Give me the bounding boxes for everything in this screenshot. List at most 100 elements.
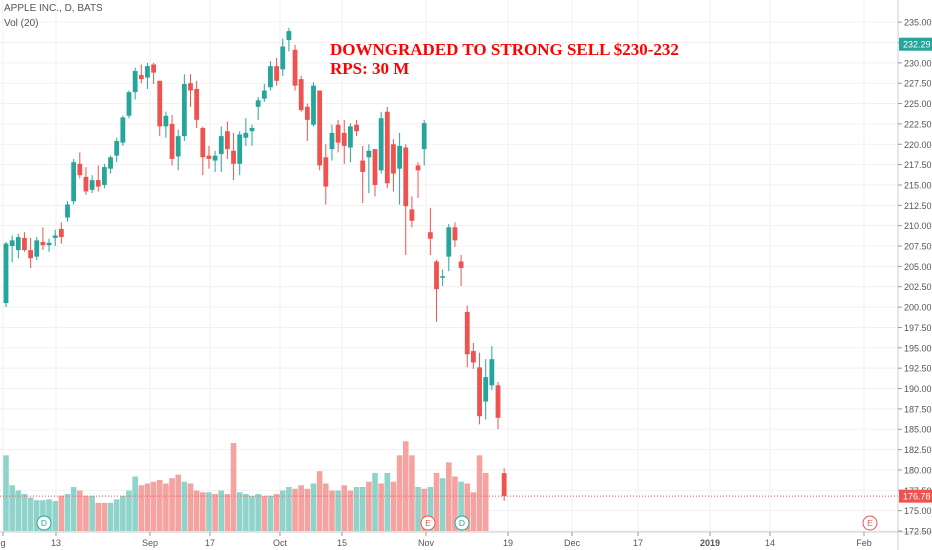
- volume-bar: [206, 492, 212, 531]
- volume-bar: [446, 462, 452, 531]
- volume-bar: [243, 494, 249, 531]
- price-tick-label: 187.50: [904, 404, 932, 414]
- candle-body: [108, 157, 113, 169]
- volume-bar: [249, 495, 255, 531]
- volume-bar: [323, 483, 329, 531]
- volume-bar: [83, 495, 89, 531]
- candle-body: [268, 66, 273, 88]
- candle-body: [255, 100, 261, 107]
- candle-body: [200, 127, 206, 158]
- candle-body: [372, 149, 378, 185]
- candle-body: [151, 64, 156, 73]
- candle-body: [231, 150, 236, 164]
- volume-bar: [304, 488, 311, 531]
- volume-bar: [27, 497, 34, 531]
- candle-body: [261, 90, 267, 99]
- earnings-marker[interactable]: [420, 515, 436, 531]
- volume-bar: [316, 471, 323, 531]
- volume-bar: [359, 487, 366, 531]
- candle-body: [188, 83, 193, 91]
- candle-body: [446, 227, 452, 257]
- volume-bar: [378, 483, 384, 531]
- candle-body: [102, 167, 107, 185]
- price-tag-box: [899, 489, 932, 503]
- volume-bar: [15, 490, 22, 531]
- candle-body: [434, 261, 439, 290]
- candle-body: [132, 70, 138, 93]
- volume-bar: [126, 490, 132, 531]
- price-tag-label: 232.29: [903, 40, 931, 50]
- dividend-marker[interactable]: [36, 515, 52, 531]
- volume-bar: [273, 494, 280, 531]
- candle-body: [311, 85, 316, 125]
- time-tick-label: Nov: [418, 538, 435, 548]
- dividend-marker[interactable]: [454, 515, 470, 531]
- price-tick-label: 235.00: [904, 18, 932, 28]
- volume-bar: [150, 481, 157, 531]
- volume-bar: [21, 494, 28, 531]
- candle-body: [298, 79, 304, 111]
- candle-body: [89, 180, 95, 190]
- candle-body: [421, 123, 427, 150]
- candle-body: [34, 240, 40, 257]
- volume-bar: [52, 501, 58, 531]
- candle-body: [378, 118, 384, 171]
- volume-bar: [95, 502, 102, 531]
- volume-bar: [458, 481, 464, 531]
- candle-body: [384, 111, 390, 184]
- candle-body: [114, 141, 120, 156]
- candle-body: [52, 235, 58, 238]
- volume-bar: [58, 495, 65, 531]
- price-tick-label: 172.50: [904, 527, 932, 537]
- volume-bar: [70, 487, 77, 531]
- price-tag-box: [899, 37, 932, 51]
- candle-body: [126, 92, 132, 116]
- price-tick-label: 212.50: [904, 201, 932, 211]
- volume-bar: [421, 488, 427, 531]
- volume-bar: [415, 487, 421, 531]
- candle-body: [501, 473, 507, 497]
- candle-body: [194, 88, 200, 120]
- price-tick-label: 195.00: [904, 343, 932, 353]
- volume-bar: [292, 488, 298, 531]
- volume-bar: [396, 455, 403, 531]
- volume-bar: [107, 502, 114, 531]
- price-tick-label: 190.00: [904, 384, 932, 394]
- price-tick-label: 192.50: [904, 364, 932, 374]
- volume-bar: [33, 500, 40, 531]
- volume-bar: [230, 443, 237, 531]
- volume-bar: [212, 494, 218, 531]
- event-marker-label: E: [425, 518, 431, 528]
- candle-body: [175, 136, 181, 157]
- volume-bar: [193, 490, 200, 531]
- volume-bar: [366, 481, 372, 531]
- price-tick-label: 202.50: [904, 282, 932, 292]
- price-tick-label: 207.50: [904, 242, 932, 252]
- candle-body: [335, 124, 341, 143]
- candle-body: [9, 240, 15, 247]
- candle-body: [15, 237, 21, 251]
- volume-bar: [433, 472, 440, 531]
- price-tick-label: 227.50: [904, 79, 932, 89]
- price-tick-label: 175.00: [904, 506, 932, 516]
- earnings-marker[interactable]: [862, 515, 878, 531]
- volume-bar: [482, 472, 489, 531]
- candle-body: [138, 75, 144, 80]
- price-tick-label: 215.00: [904, 180, 932, 190]
- candle-body: [391, 144, 396, 174]
- price-tick-label: 205.00: [904, 262, 932, 272]
- volume-bar: [341, 485, 348, 531]
- volume-bar: [236, 492, 243, 531]
- candle-body: [409, 209, 415, 221]
- volume-bar: [384, 472, 391, 531]
- candle-body: [77, 163, 83, 176]
- volume-bar: [120, 495, 126, 531]
- volume-legend: Vol (20): [4, 18, 39, 29]
- volume-bar: [427, 487, 434, 531]
- annotation-line-1: DOWNGRADED TO STRONG SELL $230-232: [330, 40, 679, 59]
- volume-bar: [353, 487, 360, 531]
- price-tick-label: 217.50: [904, 160, 932, 170]
- volume-bar: [439, 478, 446, 531]
- candle-body: [22, 237, 27, 251]
